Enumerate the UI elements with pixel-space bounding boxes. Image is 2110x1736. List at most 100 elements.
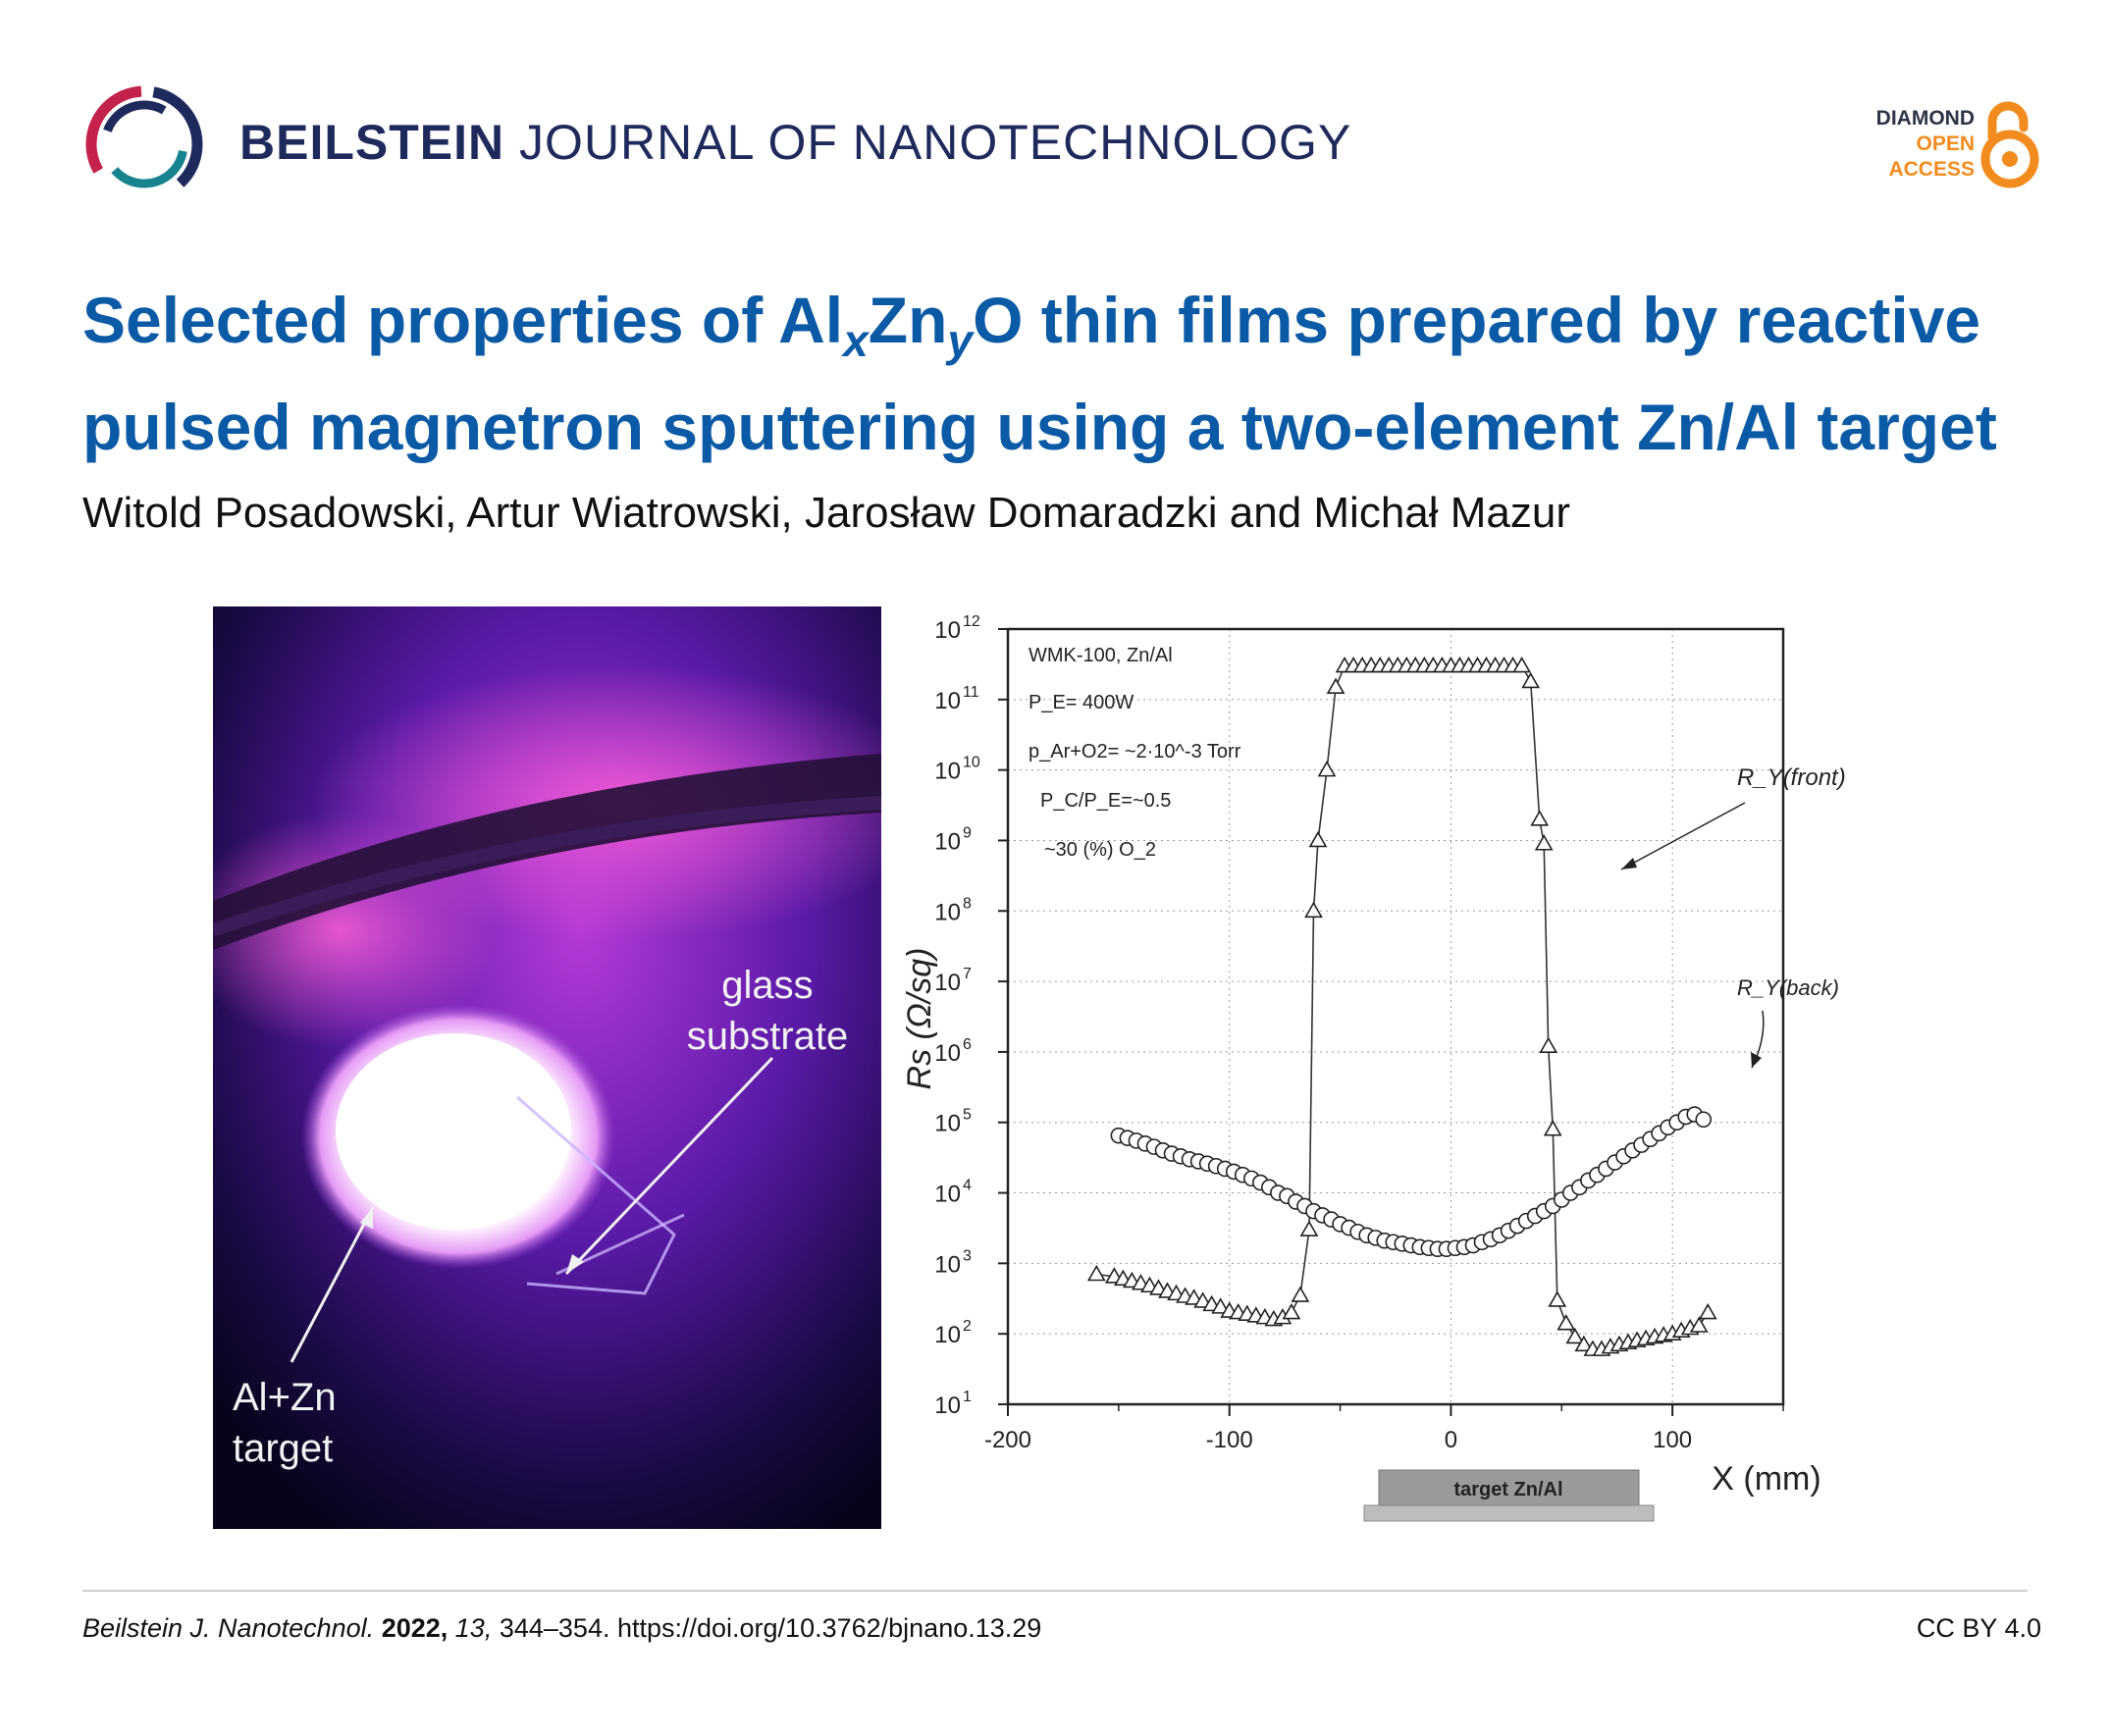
beilstein-ring-logo-icon	[85, 85, 203, 203]
data-point-triangle	[1304, 901, 1323, 919]
data-point-triangle	[1326, 677, 1345, 694]
label-glass: glass	[721, 964, 814, 1007]
series-label-front: R_Y(front)	[1737, 764, 1846, 791]
citation-journal: Beilstein J. Nanotechnol.	[82, 1613, 375, 1643]
y-tick-label: 10	[934, 759, 961, 785]
data-point-triangle	[1282, 1302, 1301, 1320]
plasma-photo: glass substrate Al+Zn target	[213, 606, 881, 1529]
y-tick-label: 10	[934, 1111, 961, 1137]
data-point-triangle	[1299, 1220, 1319, 1236]
series-labels: R_Y(front) R_Y(back)	[1737, 764, 1846, 1000]
y-tick-exponent: 5	[963, 1107, 972, 1124]
license[interactable]: CC BY 4.0	[1916, 1613, 2041, 1643]
data-point-triangle	[1565, 1327, 1585, 1344]
annotation-1: WMK-100, Zn/Al	[1029, 645, 1173, 666]
y-tick-exponent: 9	[963, 824, 972, 841]
annotation-4: P_C/P_E=~0.5	[1040, 790, 1171, 812]
open-access-badge: DIAMOND OPEN ACCESS	[1837, 106, 1975, 183]
data-point-triangle	[1211, 1297, 1231, 1314]
y-tick-label: 10	[934, 688, 961, 714]
author-list: Witold Posadowski, Artur Wiatrowski, Jar…	[82, 489, 1571, 537]
label-target: Al+Zn target	[233, 1372, 370, 1474]
data-point-triangle	[1512, 656, 1532, 673]
target-bar: target Zn/Al	[1363, 1469, 1655, 1522]
data-point-triangle	[1539, 1036, 1558, 1054]
x-tick-label: 100	[1653, 1427, 1692, 1453]
title-part-2: Zn	[868, 284, 948, 356]
label-target-word: target	[233, 1427, 334, 1470]
annotation-2: P_E= 400W	[1029, 692, 1134, 713]
data-point-triangle	[1689, 1316, 1709, 1333]
plot-frame	[1006, 627, 1785, 1406]
data-point-triangle	[1698, 1302, 1717, 1320]
series-label-back: R_Y(back)	[1737, 975, 1839, 1000]
footer-divider	[82, 1590, 2028, 1592]
y-tick-exponent: 6	[963, 1036, 972, 1053]
y-tick-exponent: 10	[963, 755, 980, 771]
data-point-triangle	[1317, 761, 1337, 777]
x-tick-label: 0	[1445, 1427, 1457, 1453]
x-axis-label: X (mm)	[1712, 1460, 1820, 1498]
front-arrowhead	[1621, 858, 1637, 869]
back-arrowhead	[1751, 1052, 1762, 1068]
y-tick-label: 10	[934, 1182, 961, 1208]
oa-line-diamond: DIAMOND	[1875, 107, 1975, 130]
data-point-triangle	[1556, 1314, 1576, 1331]
oa-line-open: OPEN	[1916, 132, 1975, 155]
y-tick-label: 10	[934, 617, 961, 644]
y-tick-exponent: 4	[963, 1178, 972, 1194]
journal-name-rest: JOURNAL OF NANOTECHNOLOGY	[519, 115, 1352, 170]
title-part-3: O thin films prepared by reactive pulsed…	[82, 284, 1997, 464]
y-tick-label: 10	[934, 899, 961, 925]
target-bar-label: target Zn/Al	[1453, 1479, 1562, 1500]
label-al-zn: Al+Zn	[233, 1376, 337, 1419]
y-tick-exponent: 11	[963, 684, 979, 701]
y-tick-label: 10	[934, 970, 961, 996]
label-substrate: substrate	[686, 1015, 849, 1058]
x-tick-label: -100	[1206, 1427, 1253, 1453]
open-access-lock-icon	[1980, 101, 2039, 188]
data-point-triangle	[1193, 1291, 1213, 1308]
condition-annotations: WMK-100, Zn/Al P_E= 400W p_Ar+O2= ~2·10^…	[1029, 645, 1241, 861]
y-tick-exponent: 12	[963, 613, 980, 630]
journal-name: BEILSTEIN JOURNAL OF NANOTECHNOLOGY	[239, 114, 1351, 171]
y-axis-label: Rs (Ω/sq)	[901, 948, 938, 1090]
data-point-triangle	[1291, 1286, 1310, 1302]
data-point-triangle	[1574, 1335, 1594, 1352]
target-bar-top	[1378, 1469, 1640, 1506]
data-point-triangle	[1521, 671, 1541, 689]
oa-line-access: ACCESS	[1888, 158, 1975, 181]
y-tick-exponent: 1	[963, 1389, 972, 1405]
title-sub-y: y	[947, 315, 974, 367]
x-tick-label: -200	[984, 1427, 1031, 1453]
citation-pages-doi: 344–354. https://doi.org/10.3762/bjnano.…	[499, 1613, 1042, 1643]
data-point-triangle	[1543, 1120, 1562, 1136]
citation-volume: 13,	[454, 1613, 493, 1643]
y-tick-label: 10	[934, 1251, 961, 1278]
article-title: Selected properties of AlxZnyO thin film…	[82, 277, 2045, 470]
label-glass-substrate: glass substrate	[664, 960, 870, 1062]
plasma-photo-drawing	[213, 606, 881, 1529]
data-point-circle	[1695, 1111, 1713, 1129]
citation: Beilstein J. Nanotechnol. 2022, 13, 344–…	[82, 1613, 1041, 1644]
target-bar-base	[1363, 1504, 1655, 1522]
journal-name-bold: BEILSTEIN	[239, 115, 505, 170]
y-tick-label: 10	[934, 828, 961, 855]
y-tick-exponent: 3	[963, 1247, 972, 1264]
annotation-5: ~30 (%) O_2	[1044, 839, 1156, 861]
data-point-triangle	[1548, 1290, 1567, 1307]
y-tick-label: 10	[934, 1393, 961, 1419]
data-point-triangle	[1086, 1264, 1106, 1282]
y-tick-exponent: 7	[963, 966, 972, 982]
data-point-triangle	[1308, 830, 1328, 848]
data-point-triangle	[1530, 810, 1550, 826]
y-tick-label: 10	[934, 1040, 961, 1067]
y-tick-exponent: 2	[963, 1318, 972, 1335]
title-part-1: Selected properties of Al	[82, 284, 844, 356]
citation-year: 2022,	[381, 1613, 448, 1643]
front-label-arrow	[1620, 802, 1746, 870]
y-tick-exponent: 8	[963, 895, 972, 912]
chart-series	[1086, 656, 1717, 1356]
title-sub-x: x	[843, 315, 869, 367]
